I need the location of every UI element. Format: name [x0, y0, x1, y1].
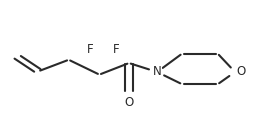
Text: N: N [153, 66, 162, 79]
Text: O: O [124, 96, 134, 109]
Text: O: O [236, 66, 245, 79]
Text: F: F [87, 43, 94, 56]
Text: F: F [113, 43, 120, 56]
